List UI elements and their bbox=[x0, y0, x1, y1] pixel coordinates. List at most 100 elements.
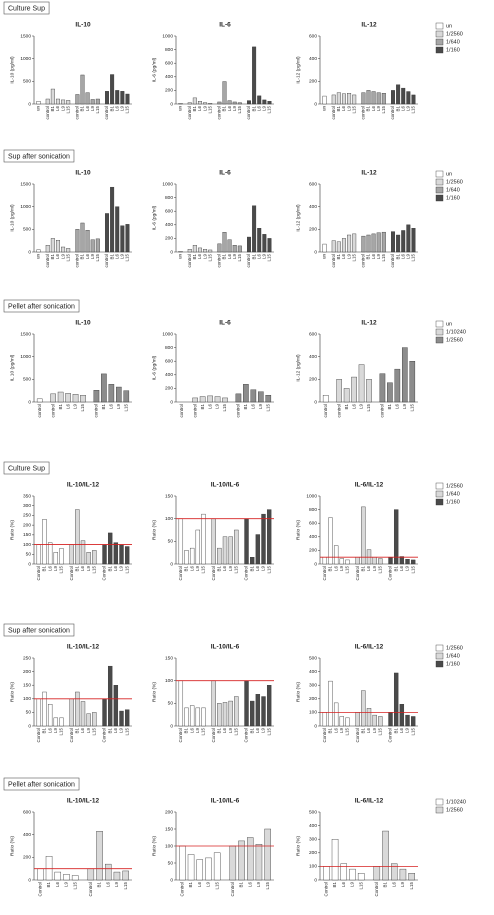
x-tick-label: B1 bbox=[50, 106, 55, 112]
bar bbox=[409, 361, 416, 403]
x-tick-label: L9 bbox=[405, 728, 410, 734]
x-tick-label: L15 bbox=[267, 106, 272, 114]
bar bbox=[53, 717, 59, 727]
x-tick-label: L6 bbox=[189, 728, 194, 734]
y-tick-label: 200 bbox=[165, 809, 173, 815]
section-label: Sup after sonication bbox=[8, 153, 70, 160]
x-tick-label: control bbox=[45, 106, 50, 120]
x-tick-label: B1 bbox=[336, 254, 341, 260]
x-tick-label: L6 bbox=[399, 728, 404, 734]
x-tick-label: L15 bbox=[72, 882, 77, 890]
y-tick-label: 1500 bbox=[20, 33, 31, 39]
y-tick-label: 400 bbox=[309, 56, 317, 62]
bar bbox=[217, 101, 222, 105]
bar bbox=[69, 698, 74, 727]
x-tick-label: L6 bbox=[109, 404, 114, 410]
bar bbox=[59, 548, 64, 565]
x-tick-label: L6 bbox=[333, 566, 338, 572]
x-tick-label: B1 bbox=[249, 728, 254, 734]
x-tick-label: B1 bbox=[75, 566, 80, 572]
bar bbox=[376, 92, 381, 105]
bar bbox=[104, 863, 112, 881]
legend-swatch bbox=[435, 178, 444, 186]
bar bbox=[343, 388, 350, 403]
legend-label: 1/2560 bbox=[446, 483, 463, 489]
x-tick-label: B1 bbox=[222, 106, 227, 112]
x-tick-label: B1 bbox=[75, 728, 80, 734]
x-tick-label: L9 bbox=[120, 106, 125, 112]
y-tick-label: 0 bbox=[170, 723, 173, 729]
x-tick-label: L9 bbox=[376, 106, 381, 112]
legend-label: 1/2560 bbox=[446, 807, 463, 813]
x-tick-label: L6 bbox=[400, 106, 405, 112]
bar bbox=[217, 547, 222, 565]
bar bbox=[322, 557, 328, 565]
bar bbox=[399, 868, 407, 881]
x-tick-label: L9 bbox=[53, 566, 58, 572]
bar bbox=[178, 680, 184, 727]
bar bbox=[217, 243, 222, 253]
x-tick-label: L6 bbox=[197, 254, 202, 260]
bar bbox=[336, 241, 341, 253]
x-tick-label: control bbox=[104, 106, 109, 120]
y-tick-label: 200 bbox=[309, 548, 317, 554]
x-tick-label: L9 bbox=[339, 566, 344, 572]
bar bbox=[90, 99, 95, 105]
y-tick-label: 0 bbox=[314, 561, 317, 567]
x-tick-label: L9 bbox=[400, 882, 405, 888]
y-tick-label: 1500 bbox=[20, 181, 31, 187]
legend-label: 1/640 bbox=[446, 39, 460, 45]
bar bbox=[95, 98, 100, 105]
bar bbox=[410, 559, 416, 565]
legend-swatch bbox=[435, 38, 444, 46]
bar bbox=[184, 550, 189, 565]
x-tick-label: B1 bbox=[107, 728, 112, 734]
x-tick-label: L9 bbox=[86, 566, 91, 572]
x-tick-label: control bbox=[50, 404, 55, 418]
y-axis-label: Ratio (%) bbox=[151, 836, 157, 856]
x-tick-label: L15 bbox=[410, 728, 415, 736]
bar bbox=[234, 696, 239, 727]
bar bbox=[87, 868, 95, 881]
x-tick-label: L6 bbox=[333, 728, 338, 734]
chart-title: IL-6/IL-12 bbox=[355, 798, 384, 805]
y-axis-label: Ratio (%) bbox=[9, 836, 15, 856]
y-axis-label: IL-10 (pg/ml) bbox=[9, 56, 15, 84]
x-tick-label: control bbox=[75, 254, 80, 268]
x-tick-label: L15 bbox=[65, 106, 70, 114]
x-tick-label: B1 bbox=[188, 882, 193, 888]
bar bbox=[246, 837, 254, 881]
bar bbox=[333, 545, 339, 565]
bar bbox=[345, 559, 350, 565]
bar bbox=[322, 95, 327, 105]
bar bbox=[399, 556, 405, 565]
y-tick-label: 150 bbox=[165, 826, 173, 832]
x-tick-label: Control bbox=[324, 882, 329, 897]
bar bbox=[391, 231, 395, 253]
x-tick-label: B1 bbox=[97, 882, 102, 888]
x-tick-label: B1 bbox=[395, 254, 400, 260]
y-tick-label: 200 bbox=[165, 386, 173, 392]
x-tick-label: B1 bbox=[50, 254, 55, 260]
bar bbox=[92, 712, 97, 727]
y-axis-label: Ratio (%) bbox=[295, 520, 301, 540]
x-tick-label: L15 bbox=[237, 254, 242, 262]
x-tick-label: L15 bbox=[381, 106, 386, 114]
bar bbox=[113, 542, 119, 565]
bar bbox=[382, 830, 389, 881]
x-tick-label: control bbox=[45, 254, 50, 268]
x-tick-label: B1 bbox=[46, 882, 51, 888]
x-tick-label: L9 bbox=[53, 728, 58, 734]
legend-label: 1/160 bbox=[446, 47, 460, 53]
y-tick-label: 1000 bbox=[20, 56, 31, 62]
x-tick-label: L9 bbox=[376, 254, 381, 260]
x-tick-label: L6 bbox=[105, 882, 110, 888]
x-tick-label: L15 bbox=[410, 566, 415, 574]
bar bbox=[340, 863, 348, 881]
legend-swatch bbox=[435, 806, 444, 814]
x-tick-label: L6 bbox=[80, 566, 85, 572]
x-tick-label: L6 bbox=[65, 404, 70, 410]
x-tick-label: B1 bbox=[184, 566, 189, 572]
y-tick-label: 0 bbox=[28, 877, 31, 883]
bar bbox=[201, 707, 206, 727]
